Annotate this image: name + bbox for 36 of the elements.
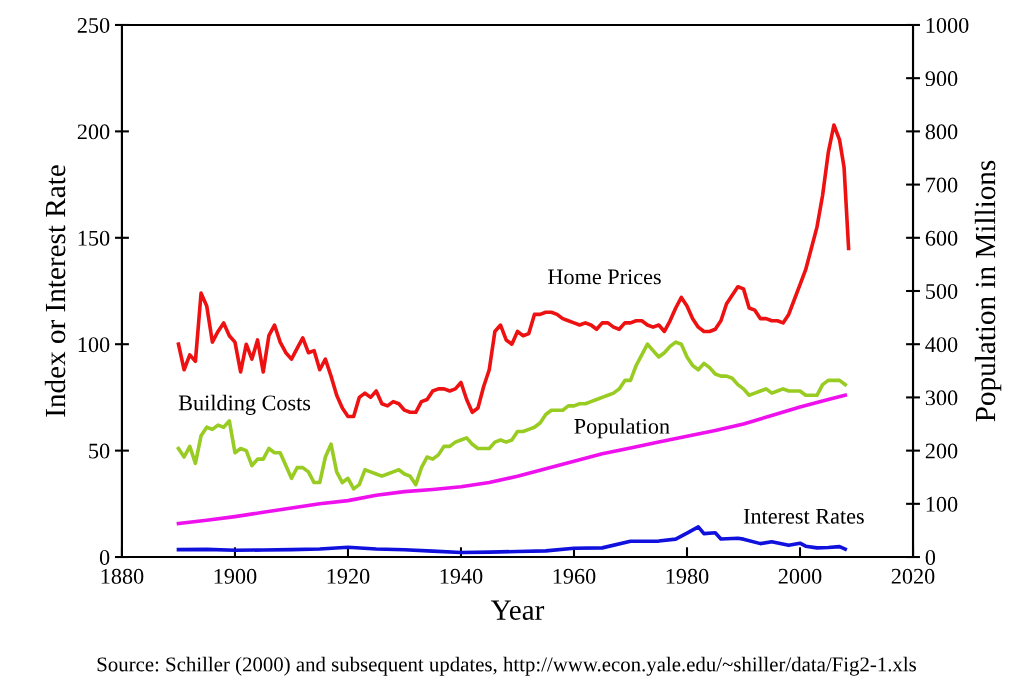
y2-tick-label: 400: [925, 337, 958, 353]
x-tick-label: 1980: [666, 568, 709, 584]
y-tick-label: 0: [99, 549, 110, 565]
source-note: Source: Schiller (2000) and subsequent updates, http://www.econ.yale.edu/~shiller/data/Fig2-1.xls: [97, 656, 916, 676]
y-tick-label: 250: [77, 17, 110, 33]
series-label: Building Costs: [178, 394, 311, 415]
x-tick-label: 2020: [891, 568, 935, 584]
y2-tick-label: 1000: [926, 17, 969, 33]
y2-tick-label: 700: [926, 177, 958, 193]
x-tick-label: 1900: [214, 568, 257, 584]
line-series: [176, 340, 848, 491]
y-tick-label: 100: [78, 337, 110, 353]
line-series: [176, 525, 848, 555]
line-series: [176, 123, 851, 419]
y2-tick-label: 0: [925, 549, 936, 565]
y2-tick-label: 100: [926, 496, 958, 512]
y2-tick-label: 300: [925, 390, 958, 406]
y-axis-title: Index or Interest Rate: [44, 165, 66, 417]
x-tick-label: 1960: [553, 568, 596, 584]
x-tick-label: 1880: [101, 568, 144, 584]
y2-tick-label: 900: [925, 71, 958, 87]
x-axis-title: Year: [490, 600, 545, 620]
y2-tick-label: 600: [925, 230, 958, 246]
y-tick-label: 200: [77, 124, 110, 140]
y-tick-label: 50: [89, 443, 110, 459]
x-tick-label: 1920: [327, 568, 370, 584]
series-label: Population: [574, 418, 670, 439]
series-label: Interest Rates: [743, 508, 864, 524]
y2-tick-label: 500: [926, 283, 958, 299]
y2-tick-label: 200: [925, 443, 958, 459]
x-tick-label: 2000: [778, 568, 822, 584]
y2-axis-title: Population in Millions: [974, 160, 1002, 422]
x-tick-label: 1940: [440, 568, 483, 584]
y-tick-label: 150: [78, 230, 110, 246]
y2-tick-label: 800: [925, 124, 958, 140]
series-label: Home Prices: [548, 269, 661, 285]
